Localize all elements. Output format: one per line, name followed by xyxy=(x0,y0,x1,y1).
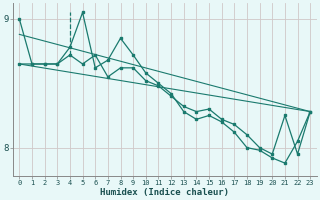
X-axis label: Humidex (Indice chaleur): Humidex (Indice chaleur) xyxy=(100,188,229,197)
